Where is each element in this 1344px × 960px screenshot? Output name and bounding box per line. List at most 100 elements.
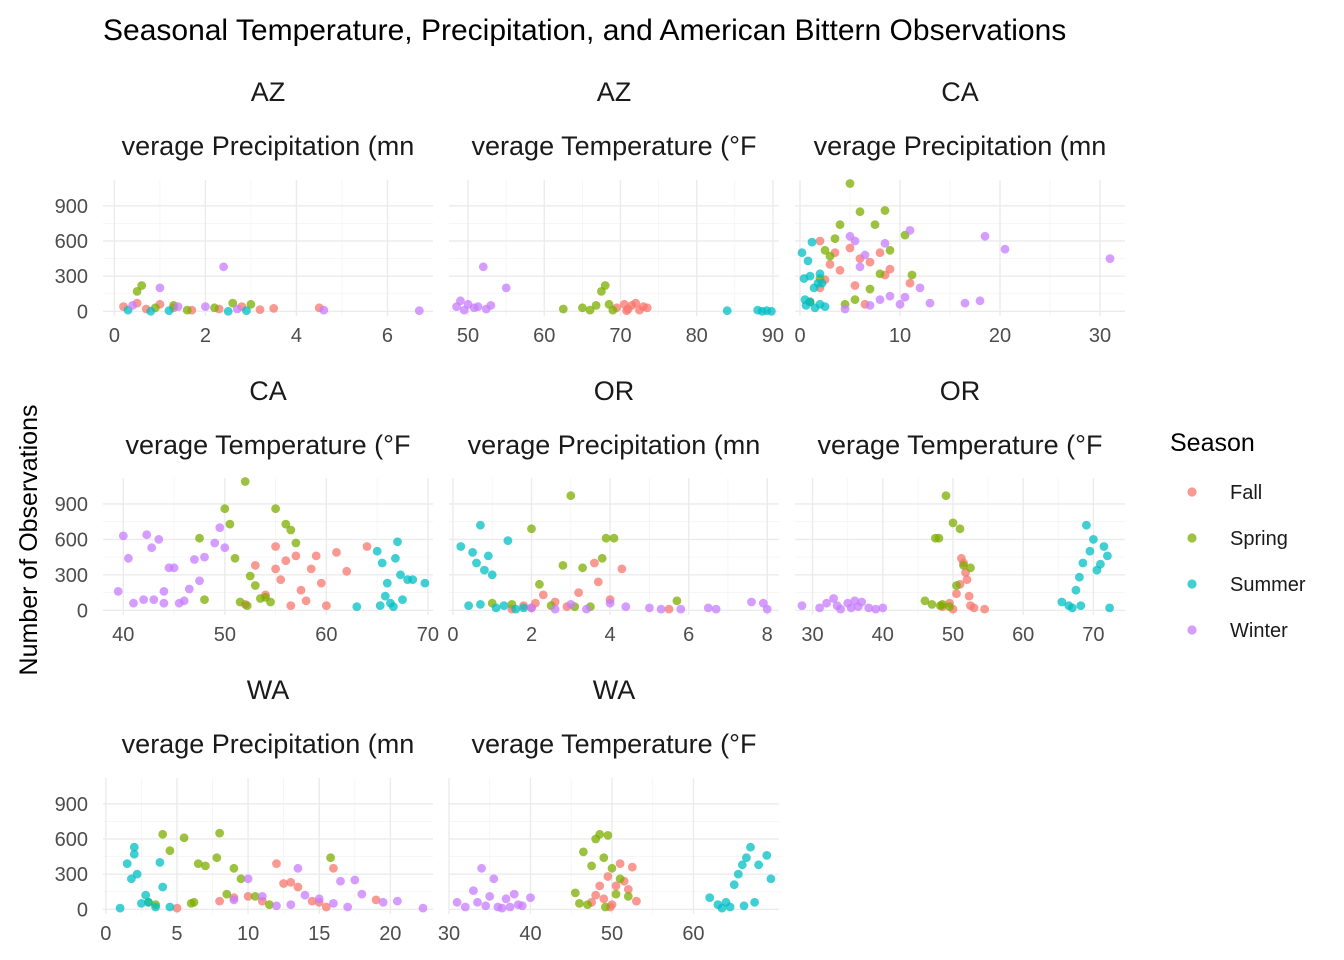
data-point-spring: [570, 888, 580, 898]
data-point-fall: [885, 264, 895, 274]
data-point-fall: [664, 604, 674, 614]
data-point-fall: [591, 890, 601, 900]
data-point-winter: [526, 893, 535, 902]
data-point-spring: [250, 892, 260, 901]
data-point-winter: [865, 301, 875, 310]
data-point-spring: [820, 245, 830, 255]
data-point-spring: [225, 519, 235, 529]
facet-strip-label: CA: [249, 376, 287, 406]
data-point-winter: [1000, 244, 1010, 254]
data-point-summer: [1071, 585, 1081, 595]
data-point-winter: [350, 875, 360, 885]
data-point-summer: [398, 595, 407, 604]
data-point-summer: [408, 575, 418, 584]
x-tick-label: 8: [762, 624, 773, 646]
data-point-spring: [230, 553, 240, 563]
y-tick-label: 600: [55, 829, 88, 851]
facet-variable-label: verage Temperature (°F: [472, 131, 757, 161]
data-point-spring: [165, 846, 175, 856]
data-point-spring: [242, 601, 252, 610]
data-point-spring: [210, 303, 219, 313]
data-point-winter: [469, 886, 478, 895]
data-point-fall: [593, 577, 603, 587]
data-point-winter: [566, 600, 576, 609]
data-point-summer: [805, 271, 815, 281]
data-point-spring: [200, 595, 209, 604]
data-point-summer: [1099, 542, 1109, 551]
data-point-summer: [487, 570, 497, 580]
data-point-spring: [597, 553, 607, 563]
data-point-spring: [579, 847, 588, 857]
data-point-spring: [601, 533, 611, 543]
data-point-summer: [491, 603, 501, 613]
data-point-summer: [739, 901, 749, 911]
data-point-winter: [220, 543, 230, 553]
data-point-winter: [343, 902, 353, 912]
facet-variable-label: verage Precipitation (mn: [122, 729, 415, 759]
data-point-spring: [245, 571, 255, 581]
data-point-fall: [342, 566, 352, 576]
data-point-summer: [729, 880, 739, 890]
facet-variable-label: verage Precipitation (mn: [122, 131, 415, 161]
data-point-summer: [803, 256, 813, 266]
data-point-spring: [182, 305, 192, 315]
data-point-winter: [173, 302, 183, 311]
x-tick-label: 30: [801, 624, 823, 646]
legend-title: Season: [1170, 429, 1255, 457]
data-point-summer: [242, 306, 251, 316]
data-point-spring: [236, 874, 246, 884]
legend-label-winter: Winter: [1230, 620, 1288, 642]
data-point-summer: [456, 542, 466, 551]
x-tick-label: 90: [762, 325, 784, 347]
legend: Season Fall Spring Summer Winter: [1170, 429, 1306, 642]
data-point-summer: [155, 858, 165, 867]
legend-label-spring: Spring: [1230, 528, 1288, 550]
data-point-winter: [857, 597, 867, 607]
data-point-fall: [281, 556, 291, 566]
data-point-winter: [486, 301, 496, 310]
data-point-summer: [1057, 597, 1067, 607]
facet-strip-label: OR: [594, 376, 635, 406]
y-tick-label: 0: [77, 600, 88, 622]
x-tick-label: 0: [447, 624, 458, 646]
data-point-summer: [391, 553, 400, 563]
data-point-spring: [220, 504, 230, 514]
data-point-winter: [414, 306, 424, 316]
data-point-winter: [875, 295, 885, 304]
data-point-spring: [250, 581, 260, 590]
x-tick-label: 60: [682, 923, 704, 945]
data-point-summer: [115, 903, 125, 913]
data-point-summer: [705, 893, 715, 902]
data-point-winter: [378, 897, 388, 907]
data-point-winter: [473, 897, 482, 907]
data-point-summer: [137, 899, 146, 908]
data-point-summer: [144, 897, 153, 907]
data-point-summer: [722, 306, 732, 316]
data-point-winter: [195, 576, 204, 586]
data-point-fall: [850, 281, 860, 290]
data-point-winter: [128, 301, 138, 310]
data-point-summer: [499, 601, 509, 610]
data-point-fall: [815, 236, 825, 246]
data-point-summer: [129, 842, 139, 852]
data-point-spring: [927, 600, 937, 609]
data-point-winter: [645, 603, 654, 613]
data-point-spring: [235, 597, 245, 607]
data-point-summer: [754, 860, 763, 870]
data-point-winter: [747, 597, 756, 607]
data-point-spring: [583, 900, 592, 909]
data-point-winter: [142, 530, 152, 540]
data-point-winter: [850, 236, 860, 246]
data-point-winter: [314, 894, 324, 904]
data-point-fall: [371, 895, 381, 905]
data-point-summer: [158, 882, 168, 892]
data-point-winter: [190, 555, 199, 564]
data-point-winter: [703, 603, 713, 613]
data-point-winter: [840, 304, 850, 314]
data-point-winter: [257, 892, 267, 901]
data-point-fall: [980, 604, 989, 614]
data-point-summer: [1103, 551, 1112, 561]
data-point-spring: [595, 829, 605, 839]
data-point-winter: [605, 598, 615, 608]
y-tick-label: 900: [55, 494, 88, 516]
